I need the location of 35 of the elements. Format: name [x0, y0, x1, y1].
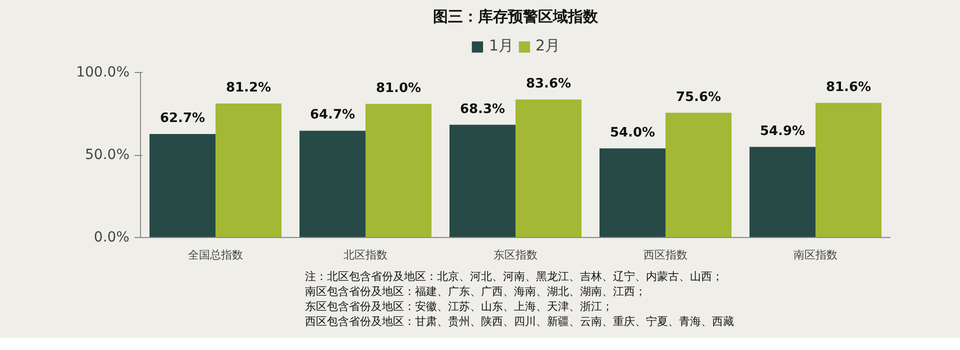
y-tick-label: 50.0% — [85, 147, 130, 163]
x-tick-label: 全国总指数 — [188, 248, 243, 262]
data-label: 81.2% — [226, 80, 272, 96]
bar — [300, 130, 366, 238]
legend-label: 1月 — [488, 36, 514, 56]
text: 注：北区包含省份及地区：北京、河北、河南、黑龙江、吉林、辽宁、内蒙古、山西； — [305, 269, 724, 284]
bar — [366, 104, 432, 238]
bar — [750, 146, 816, 238]
text: 西区包含省份及地区：甘肃、贵州、陕西、四川、新疆、云南、重庆、宁夏、青海、西藏 — [305, 314, 734, 329]
bar — [816, 102, 882, 238]
bar — [666, 112, 732, 238]
data-label: 54.0% — [610, 125, 656, 140]
data-label: 62.7% — [160, 111, 206, 126]
bar — [450, 124, 516, 238]
bar — [516, 100, 582, 238]
legend-label: 2月 — [536, 36, 560, 56]
data-label: 64.7% — [310, 108, 356, 123]
x-tick-label: 北区指数 — [344, 248, 388, 262]
data-label: 81.0% — [376, 80, 422, 96]
data-label: 54.9% — [760, 124, 806, 139]
text: 南区包含省份及地区：福建、广东、广西、海南、湖北、湖南、江西； — [305, 284, 647, 299]
data-label: 83.6% — [526, 76, 572, 92]
x-tick-label: 南区指数 — [794, 248, 838, 262]
bar — [216, 104, 282, 238]
chart-title: 图三：库存预警区域指数 — [433, 8, 599, 26]
data-label: 81.6% — [826, 80, 872, 95]
y-tick-label: 100.0% — [76, 64, 130, 80]
y-tick-label: 0.0% — [94, 230, 130, 246]
x-tick-label: 东区指数 — [494, 248, 538, 262]
bar — [150, 134, 216, 238]
x-tick-label: 西区指数 — [644, 248, 688, 262]
text: 东区包含省份及地区：安徽、江苏、山东、上海、天津、浙江； — [305, 299, 614, 314]
bar — [600, 148, 666, 238]
data-label: 68.3% — [460, 102, 506, 117]
data-label: 75.6% — [676, 90, 722, 105]
